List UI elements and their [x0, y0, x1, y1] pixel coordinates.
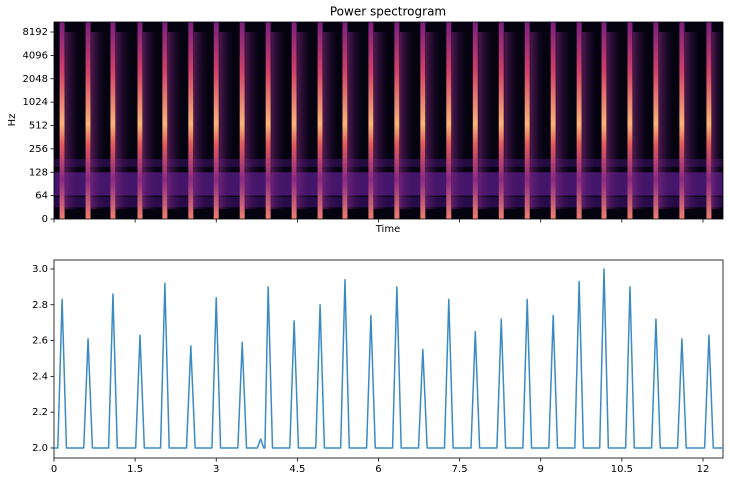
x-tick-label: 4.5 [289, 464, 305, 475]
x-tick-label: 0 [51, 464, 57, 475]
spectrogram-onset [679, 22, 685, 219]
y-tick-label: 2.0 [32, 443, 48, 454]
spectrogram-decay [347, 32, 362, 209]
spectrogram-decay [115, 32, 130, 209]
spectrogram-onset [317, 22, 323, 219]
spectrogram-decay [373, 32, 388, 209]
spectrogram-decay [451, 32, 466, 209]
x-axis-label: Time [375, 224, 400, 235]
spectrogram-onset [550, 22, 556, 219]
y-tick-label: 2.8 [32, 300, 48, 311]
spectrogram-onset [706, 22, 712, 219]
spectrogram-decay [399, 32, 414, 209]
spectrogram-onset [472, 22, 478, 219]
y-tick-label: 512 [29, 121, 48, 132]
spectrogram-onset [239, 22, 245, 219]
spectrogram-onset [394, 22, 400, 219]
spectrogram-decay [658, 32, 673, 209]
spectrogram-decay [556, 32, 571, 209]
spectrogram-onset [368, 22, 374, 219]
spectrogram-onset [59, 22, 65, 219]
x-tick-label: 3 [213, 464, 219, 475]
spectrogram-onset [342, 22, 348, 219]
spectrogram-decay [219, 32, 234, 209]
spectrogram-frame [53, 21, 724, 220]
spectrogram-onset [265, 22, 271, 219]
spectrogram-onset [291, 22, 297, 219]
spectrogram-decay [297, 32, 312, 209]
y-tick-label: 2.6 [32, 336, 48, 347]
spectrogram-band [54, 158, 723, 167]
y-tick-label: 0 [42, 214, 48, 225]
x-tick-label: 7.5 [452, 464, 468, 475]
y-tick-label: 8192 [23, 27, 48, 38]
spectrogram-onset [498, 22, 504, 219]
spectrogram-onset [188, 22, 194, 219]
spectrogram-decay [530, 32, 545, 209]
spectrogram-decay [504, 32, 519, 209]
spectrogram-decay [582, 32, 597, 209]
spectrogram-onset [446, 22, 452, 219]
x-tick-label: 10.5 [611, 464, 633, 475]
data-line [54, 268, 723, 449]
spectrogram-decay [711, 32, 723, 209]
spectrogram-onset [627, 22, 633, 219]
spectrogram-band [54, 197, 723, 208]
spectrogram-decay [425, 32, 440, 209]
chart-title: Power spectrogram [330, 5, 446, 19]
spectrogram-onset [576, 22, 582, 219]
y-tick-label: 4096 [23, 50, 48, 61]
x-tick-label: 1.5 [127, 464, 143, 475]
spectrogram-onset [85, 22, 91, 219]
x-tick-label: 12 [697, 464, 710, 475]
spectrogram-decay [323, 32, 338, 209]
y-tick-label: 128 [29, 167, 48, 178]
spectrogram-onset [653, 22, 659, 219]
y-axis-label: Hz [7, 114, 18, 127]
spectrogram-decay [632, 32, 647, 209]
y-tick-label: 2.4 [32, 371, 48, 382]
spectrogram-decay [478, 32, 493, 209]
y-tick-label: 2048 [23, 74, 48, 85]
spectrogram-decay [65, 32, 80, 209]
spectrogram-decay [142, 32, 157, 209]
spectrogram-onset [601, 22, 607, 219]
spectrogram-decay [167, 32, 182, 209]
spectrogram-decay [684, 32, 699, 209]
y-tick-label: 2.2 [32, 407, 48, 418]
spectrogram-onset [420, 22, 426, 219]
x-tick-label: 6 [375, 464, 381, 475]
spectrogram-decay [245, 32, 260, 209]
spectrogram-onset [162, 22, 168, 219]
plot-frame [53, 259, 724, 459]
spectrogram-decay [607, 32, 622, 209]
spectrogram-onset [110, 22, 116, 219]
spectrogram-decay [91, 32, 106, 209]
y-tick-label: 3.0 [32, 264, 48, 275]
x-tick-label: 9 [538, 464, 544, 475]
y-tick-label: 64 [35, 191, 48, 202]
spectrogram-onset [213, 22, 219, 219]
spectrogram-decay [193, 32, 208, 209]
y-tick-label: 256 [29, 144, 48, 155]
y-tick-label: 1024 [23, 97, 48, 108]
spectrogram-onset [524, 22, 530, 219]
spectrogram-onset [137, 22, 143, 219]
spectrogram-decay [271, 32, 286, 209]
